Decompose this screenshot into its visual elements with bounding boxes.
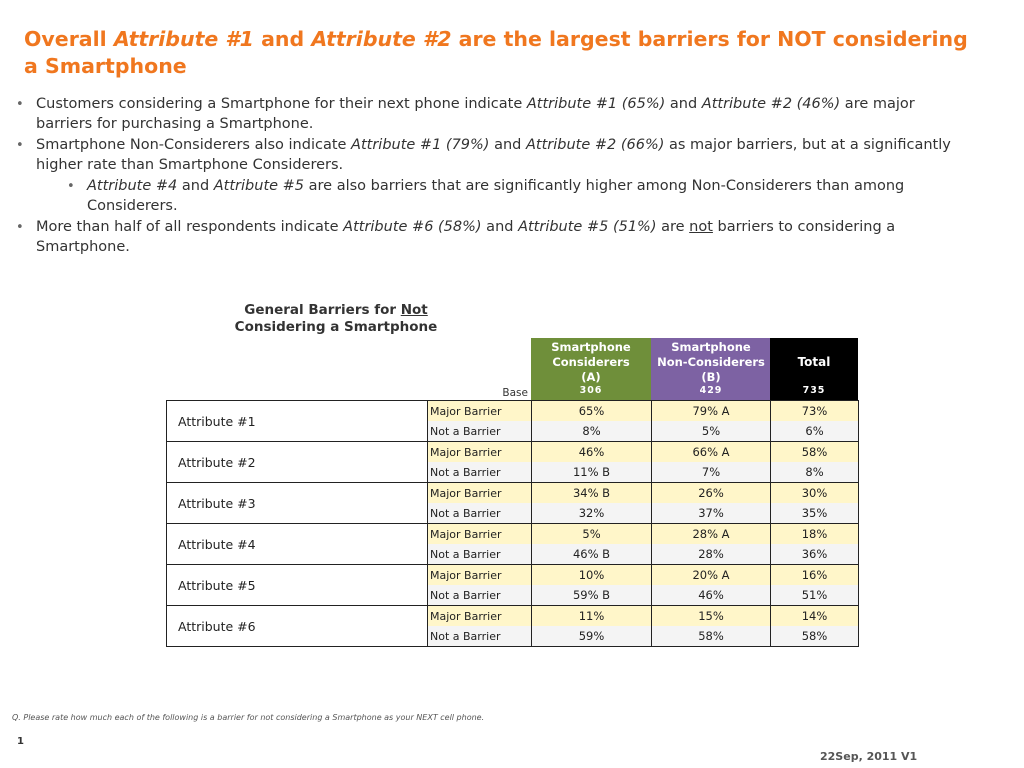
column-header-total: Total 735 — [770, 338, 858, 400]
value-total: 18% — [770, 523, 859, 544]
value-non-considerers: 20% A — [651, 564, 771, 585]
barrier-type: Not a Barrier — [427, 503, 532, 524]
value-considerers: 8% — [531, 421, 652, 442]
attribute-label: Attribute #3 — [166, 482, 428, 524]
attribute-label: Attribute #4 — [166, 523, 428, 565]
barrier-type: Major Barrier — [427, 441, 532, 462]
value-non-considerers: 7% — [651, 462, 771, 483]
value-considerers: 59% — [531, 626, 652, 647]
column-header-non-considerers: Smartphone Non-Considerers (B) 429 — [651, 338, 771, 400]
barrier-type: Major Barrier — [427, 400, 532, 421]
table-row: Not a Barrier 8% 5% 6% — [167, 421, 859, 442]
attribute-label: Attribute #6 — [166, 605, 428, 647]
base-count-total: 735 — [802, 385, 826, 396]
value-considerers: 32% — [531, 503, 652, 524]
base-count-considerers: 306 — [579, 385, 603, 396]
attribute-label: Attribute #2 — [166, 441, 428, 483]
bullet-list: Customers considering a Smartphone for t… — [16, 95, 971, 259]
attribute-label: Attribute #5 — [166, 564, 428, 606]
value-total: 6% — [770, 421, 859, 442]
slide-title: Overall Attribute #1 and Attribute #2 ar… — [24, 27, 968, 78]
barrier-type: Not a Barrier — [427, 544, 532, 565]
value-non-considerers: 58% — [651, 626, 771, 647]
question-footnote: Q. Please rate how much each of the foll… — [12, 713, 485, 722]
value-considerers: 34% B — [531, 482, 652, 503]
value-total: 58% — [770, 626, 859, 647]
barrier-type: Major Barrier — [427, 564, 532, 585]
table-row: Not a Barrier 32% 37% 35% — [167, 503, 859, 524]
page-number: 1 — [17, 736, 24, 747]
table-row: Attribute #1 Major Barrier 65% 79% A 73% — [166, 400, 859, 442]
value-non-considerers: 5% — [651, 421, 771, 442]
column-header-considerers: Smartphone Considerers (A) 306 — [531, 338, 651, 400]
value-non-considerers: 66% A — [651, 441, 771, 462]
value-total: 35% — [770, 503, 859, 524]
value-considerers: 11% — [531, 605, 652, 626]
barrier-type: Not a Barrier — [427, 462, 532, 483]
value-total: 14% — [770, 605, 859, 626]
table-row: Attribute #6 Major Barrier 11% 15% 14% — [166, 605, 859, 647]
value-non-considerers: 15% — [651, 605, 771, 626]
value-total: 30% — [770, 482, 859, 503]
value-total: 16% — [770, 564, 859, 585]
value-considerers: 5% — [531, 523, 652, 544]
sub-bullet-attributes: Attribute #4 and Attribute #5 are also b… — [67, 177, 971, 216]
table-row: Not a Barrier 11% B 7% 8% — [167, 462, 859, 483]
table-row: Not a Barrier 59% 58% 58% — [167, 626, 859, 647]
base-label: Base — [502, 387, 528, 399]
value-considerers: 65% — [531, 400, 652, 421]
value-total: 8% — [770, 462, 859, 483]
bullet-all-respondents: More than half of all respondents indica… — [16, 218, 971, 257]
value-considerers: 59% B — [531, 585, 652, 606]
value-total: 58% — [770, 441, 859, 462]
bullet-considerers: Customers considering a Smartphone for t… — [16, 95, 971, 134]
barrier-type: Major Barrier — [427, 605, 532, 626]
value-considerers: 46% — [531, 441, 652, 462]
table-row: Not a Barrier 59% B 46% 51% — [167, 585, 859, 606]
barrier-type: Not a Barrier — [427, 585, 532, 606]
value-total: 51% — [770, 585, 859, 606]
barrier-type: Major Barrier — [427, 523, 532, 544]
value-total: 73% — [770, 400, 859, 421]
barrier-type: Not a Barrier — [427, 421, 532, 442]
table-title: General Barriers for Not Considering a S… — [234, 302, 438, 335]
value-considerers: 46% B — [531, 544, 652, 565]
table-row: Attribute #4 Major Barrier 5% 28% A 18% — [166, 523, 859, 565]
value-non-considerers: 26% — [651, 482, 771, 503]
barrier-type: Not a Barrier — [427, 626, 532, 647]
bullet-non-considerers: Smartphone Non-Considerers also indicate… — [16, 136, 971, 175]
barrier-type: Major Barrier — [427, 482, 532, 503]
value-considerers: 11% B — [531, 462, 652, 483]
table-row: Not a Barrier 46% B 28% 36% — [167, 544, 859, 565]
table-row: Attribute #5 Major Barrier 10% 20% A 16% — [166, 564, 859, 606]
value-non-considerers: 79% A — [651, 400, 771, 421]
value-non-considerers: 28% A — [651, 523, 771, 544]
table-row: Attribute #2 Major Barrier 46% 66% A 58% — [166, 441, 859, 483]
table-row: Attribute #3 Major Barrier 34% B 26% 30% — [166, 482, 859, 524]
attribute-label: Attribute #1 — [166, 400, 428, 442]
base-count-non-considerers: 429 — [699, 385, 723, 396]
value-non-considerers: 37% — [651, 503, 771, 524]
version-date: 22Sep, 2011 V1 — [820, 750, 918, 763]
value-total: 36% — [770, 544, 859, 565]
barriers-table: Attribute #1 Major Barrier 65% 79% A 73% Not … — [166, 400, 859, 647]
value-non-considerers: 46% — [651, 585, 771, 606]
value-non-considerers: 28% — [651, 544, 771, 565]
value-considerers: 10% — [531, 564, 652, 585]
